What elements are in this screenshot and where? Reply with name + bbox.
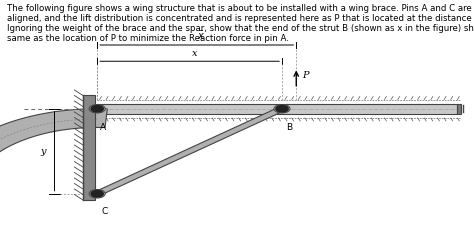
Polygon shape (0, 109, 107, 194)
Circle shape (89, 104, 105, 113)
Text: same as the location of P to minimize the Reaction force in pin A.: same as the location of P to minimize th… (7, 34, 289, 43)
Bar (97, 104, 457, 114)
Circle shape (276, 106, 288, 112)
Text: The following figure shows a wing structure that is about to be installed with a: The following figure shows a wing struct… (7, 4, 474, 13)
Bar (457, 104, 461, 114)
Circle shape (91, 106, 103, 112)
Text: A: A (100, 122, 106, 132)
Text: C: C (102, 208, 108, 216)
Circle shape (91, 190, 103, 197)
Polygon shape (94, 107, 285, 196)
Bar (83, 95, 95, 200)
Text: B: B (286, 122, 292, 132)
Text: P: P (302, 71, 309, 80)
Circle shape (89, 190, 105, 198)
Text: $\bar{x}$: $\bar{x}$ (197, 30, 206, 42)
Text: y: y (40, 147, 46, 156)
Circle shape (274, 104, 290, 113)
Text: Ignoring the weight of the brace and the spar, show that the end of the strut B : Ignoring the weight of the brace and the… (7, 24, 474, 33)
Text: x: x (191, 49, 197, 58)
Text: aligned, and the lift distribution is concentrated and is represented here as P : aligned, and the lift distribution is co… (7, 14, 474, 23)
